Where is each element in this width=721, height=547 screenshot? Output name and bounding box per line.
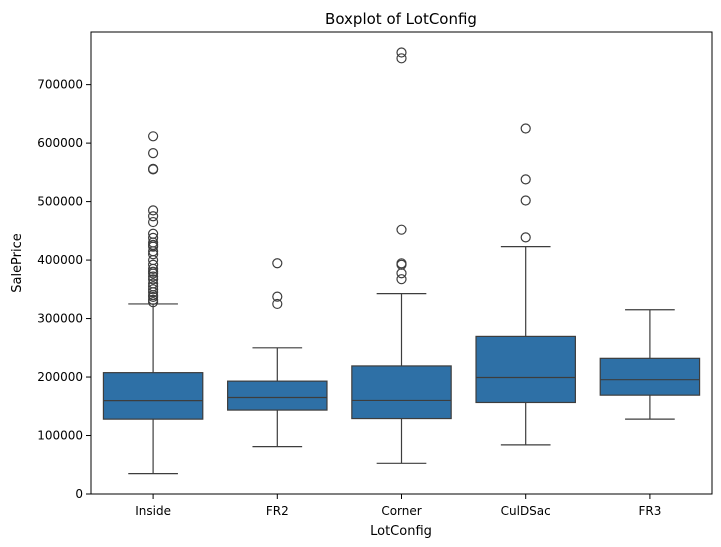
outlier-point [272,258,283,269]
y-tick-label: 300000 [37,312,83,326]
outlier-point [148,211,159,222]
outlier-point [148,266,159,277]
outlier-point [396,53,407,64]
outlier-point [520,123,531,134]
iqr-box [102,372,204,420]
outlier-point [148,131,159,142]
outlier-point [396,268,407,279]
outlier-point [148,259,159,270]
box-fr3 [599,309,701,420]
y-tick-label: 200000 [37,370,83,384]
box-inside [102,131,204,475]
plot-area: 0 100000 200000 300000 400000 500000 600000 700… [37,31,713,518]
iqr-box [227,380,328,411]
outlier-point [272,291,283,302]
outlier-point [148,294,159,305]
box-fr2 [227,258,328,448]
outlier-point [396,47,407,58]
iqr-box [351,365,452,420]
outlier-point [396,274,407,285]
outlier-point [148,216,159,228]
y-tick-label: 0 [75,487,83,501]
y-tick-label: 600000 [37,136,83,150]
box-corner [351,47,452,464]
iqr-box [599,357,701,396]
outlier-point [148,274,159,285]
y-axis-label: SalePrice [10,233,25,293]
box-culdsac [475,123,576,446]
y-tick-label: 700000 [37,78,83,92]
x-tick-label: Inside [135,504,171,518]
outlier-point [520,195,531,206]
outlier-point [520,174,531,185]
x-tick-label: Corner [381,504,421,518]
outlier-point [396,258,407,269]
outlier-point [148,281,159,292]
outlier-point [148,278,159,289]
outlier-point [272,298,283,310]
y-tick-label: 400000 [37,253,83,267]
outlier-point [520,232,531,243]
x-tick-label: FR3 [638,504,661,518]
x-tick-label: FR2 [266,504,289,518]
x-axis-label: LotConfig [370,524,432,539]
outlier-point [148,163,159,174]
x-tick-label: CulDSac [501,504,551,518]
chart-title: Boxplot of LotConfig [325,10,477,28]
outlier-point [148,271,159,282]
axes-frame [90,31,713,495]
y-tick-label: 100000 [37,429,83,443]
outlier-point [148,228,159,239]
outlier-point [396,224,407,235]
outlier-point [148,147,159,159]
iqr-box [475,335,576,404]
outlier-point [148,205,159,216]
y-tick-label: 500000 [37,195,83,209]
outlier-point [148,284,159,295]
outlier-point [148,232,159,243]
